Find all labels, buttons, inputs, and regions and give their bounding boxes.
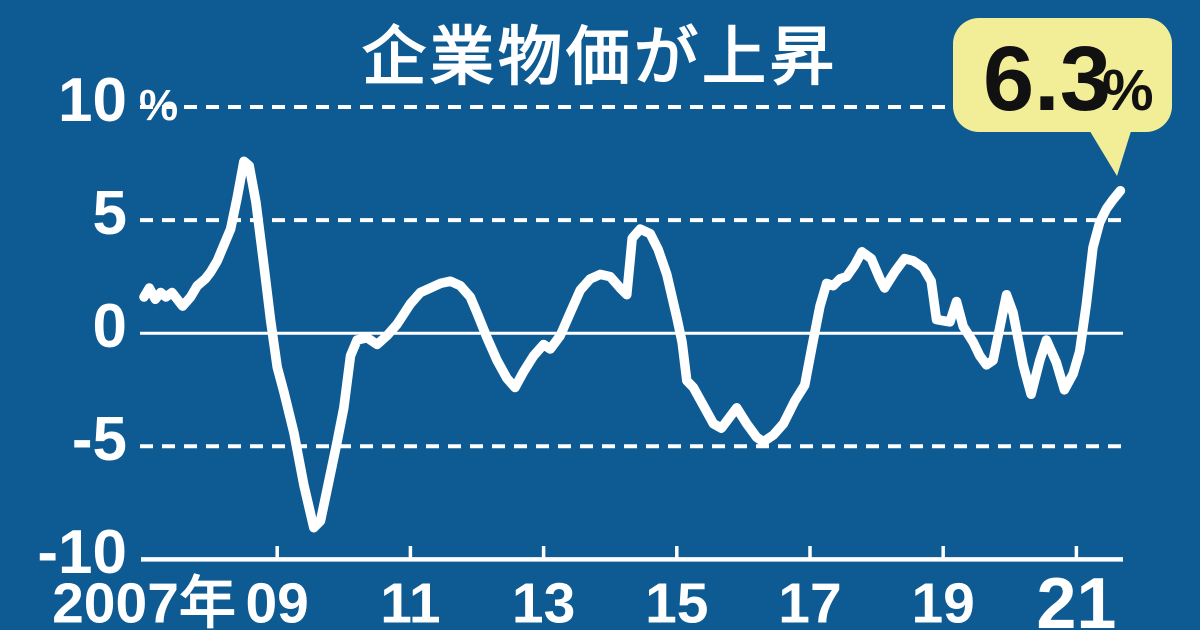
x-axis-label: 19 [911,571,975,630]
y-axis-label-value: -10 [37,518,127,588]
chart-title: 企業物価が上昇 [362,21,838,93]
y-axis-label: -10 [37,522,127,584]
x-axis-label: 21 [1036,564,1117,630]
y-axis-label: 5 [93,183,127,245]
y-axis-label-value: 0 [92,292,127,362]
callout-bubble: 6.3 % [953,18,1172,176]
x-axis-label: 15 [645,571,709,630]
callout-tail [1088,128,1132,176]
x-axis-label: 17 [778,571,842,630]
chart-grid-and-line [139,105,1126,562]
x-axis-label: 2007年 [52,571,236,630]
y-axis-label: 10% [58,70,178,132]
y-axis-label-value: 5 [92,179,127,249]
x-axis-label: 09 [245,571,309,630]
y-axis-label-value: 10 [58,66,127,135]
callout-value: 6.3 [983,28,1111,130]
price-index-line [139,156,1126,533]
y-axis-label: -5 [72,409,127,471]
y-axis-label-value: -5 [71,405,127,475]
callout-box [953,18,1172,132]
y-axis-label: 0 [93,296,127,358]
x-axis-label: 11 [380,571,441,630]
callout-suffix: % [1102,58,1154,123]
x-axis-label: 13 [511,571,576,630]
y-axis-unit: % [139,81,179,130]
